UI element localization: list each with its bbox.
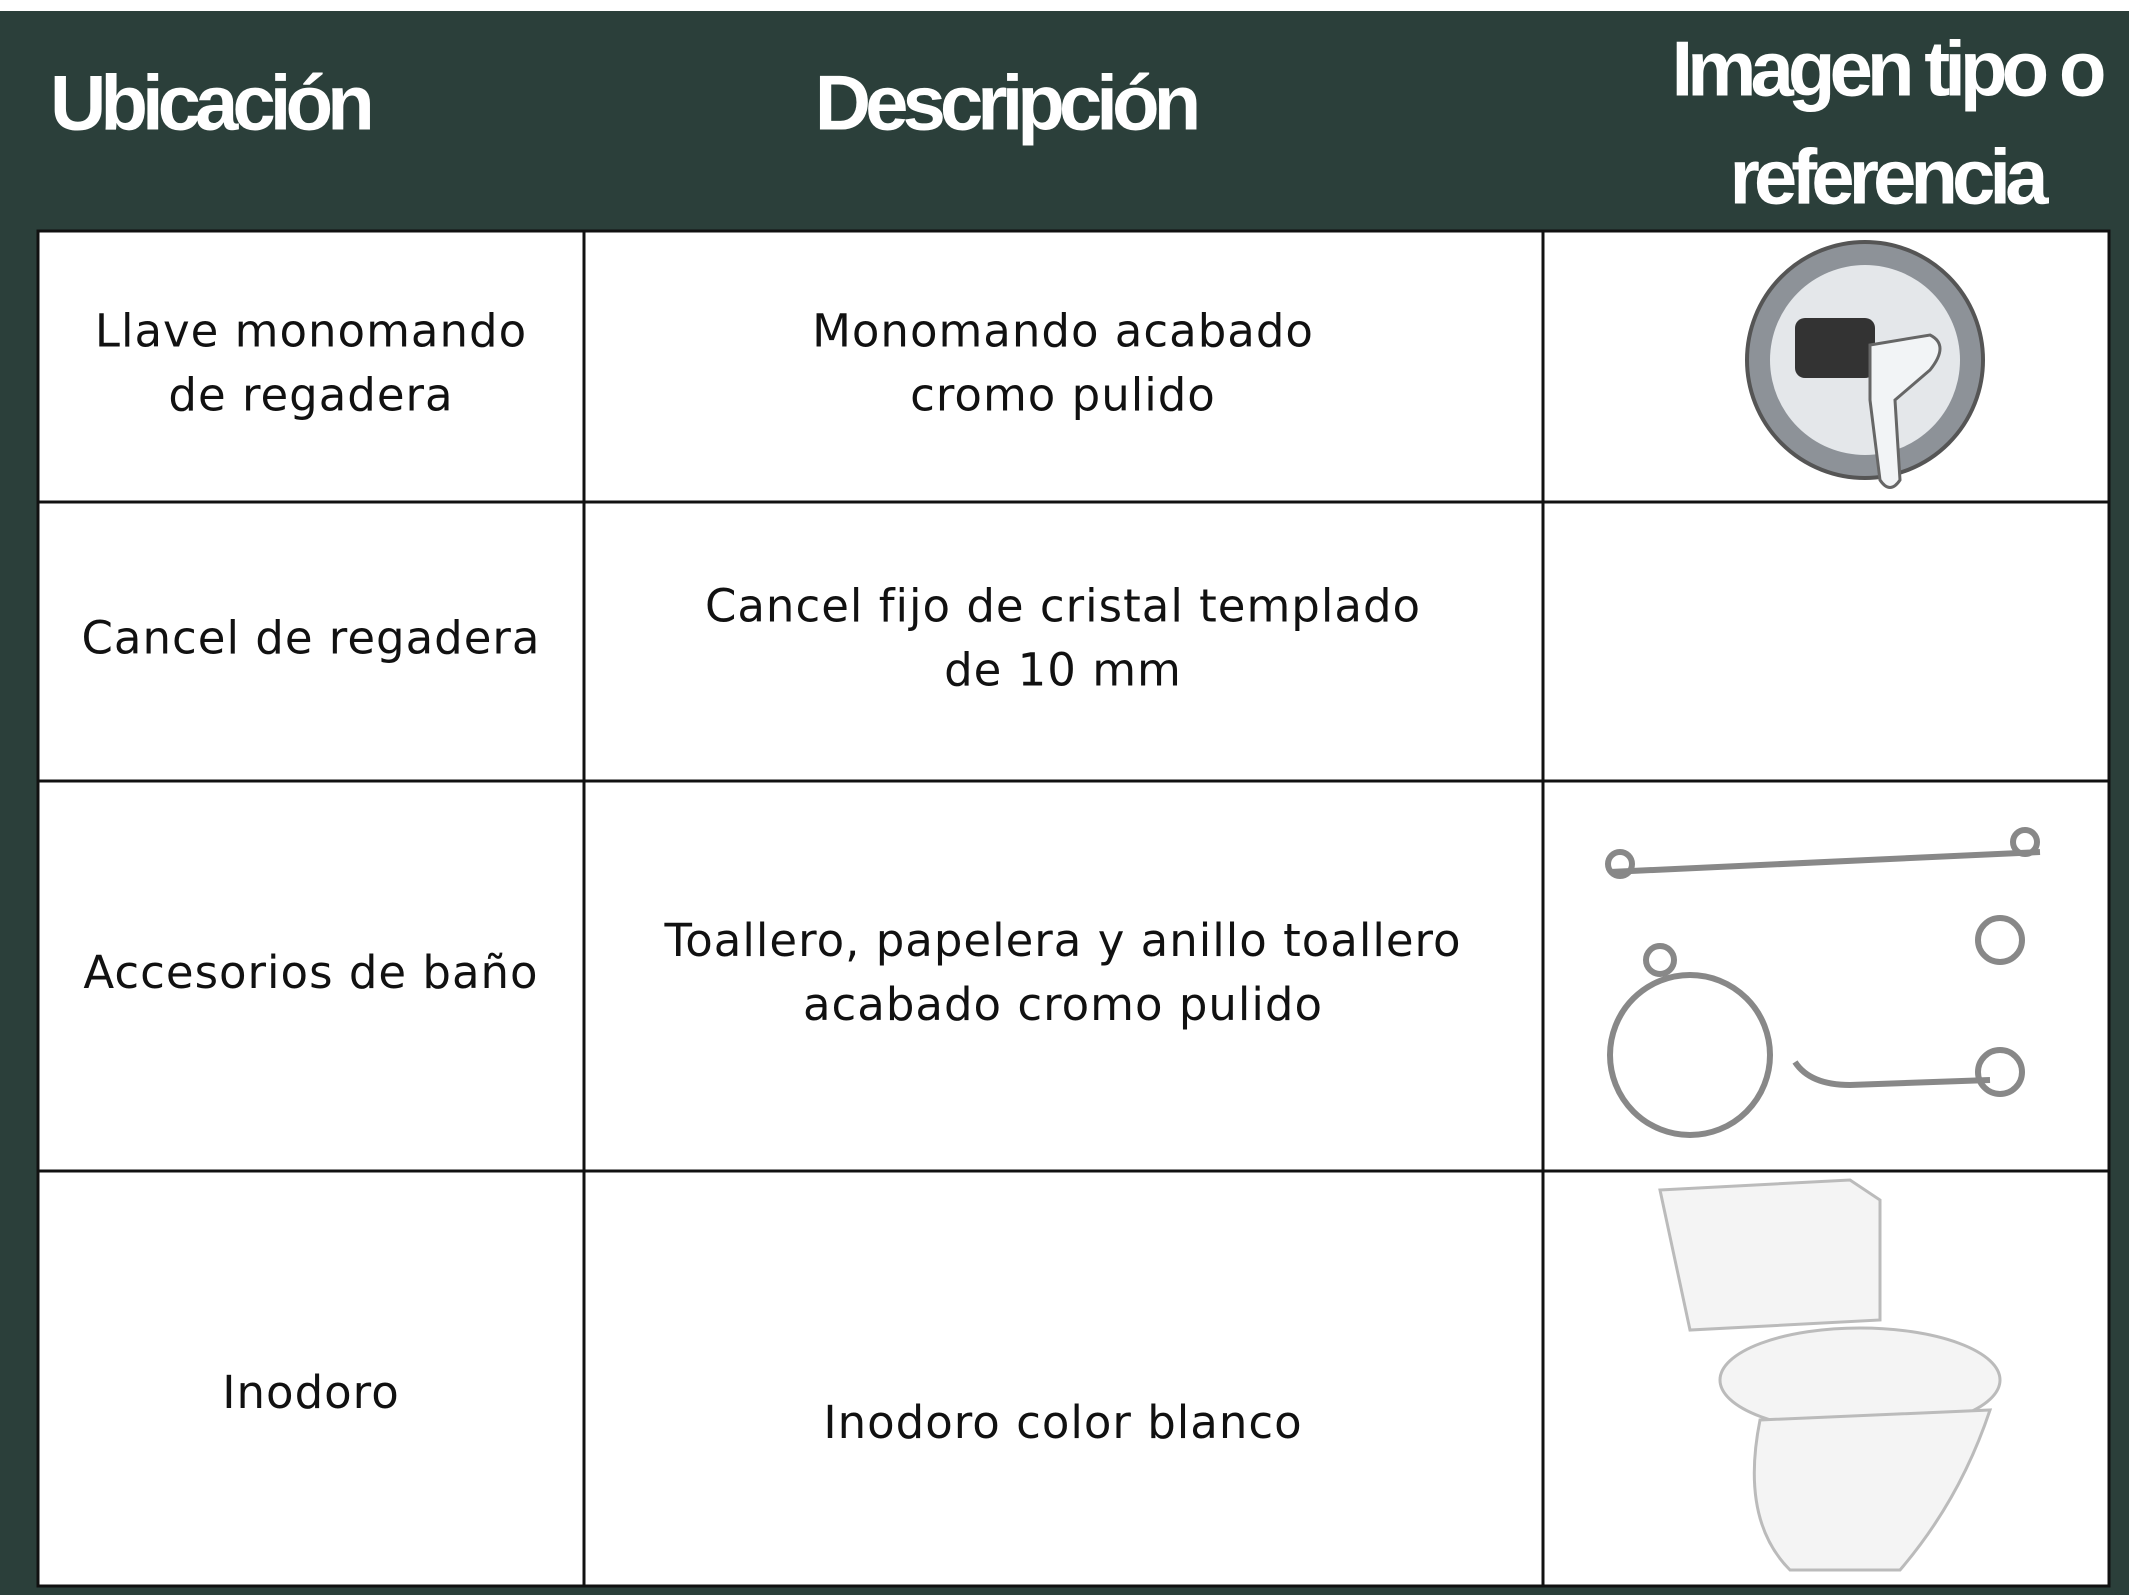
- description-text: Toallero, papelera y anillo toallero: [663, 914, 1461, 967]
- location-text: Inodoro: [222, 1366, 399, 1419]
- accessories-image: [1605, 827, 2041, 1138]
- header-cell: Imagen tipo o: [1672, 25, 2104, 113]
- description-text: Inodoro color blanco: [823, 1396, 1302, 1449]
- faucet-image: [1745, 240, 1985, 489]
- location-text: Llave monomando: [95, 305, 527, 358]
- description-text: de 10 mm: [944, 644, 1182, 697]
- location-text: Accesorios de baño: [83, 946, 538, 999]
- description-text: Cancel fijo de cristal templado: [705, 580, 1421, 633]
- description-text: cromo pulido: [910, 369, 1216, 422]
- location-text: de regadera: [168, 369, 453, 422]
- description-text: acabado cromo pulido: [803, 978, 1323, 1031]
- location-text: Cancel de regadera: [82, 612, 541, 665]
- header-cell: Ubicación: [50, 59, 370, 147]
- toilet-image: [1658, 1178, 2002, 1572]
- description-text: Monomando acabado: [812, 305, 1314, 358]
- header-cell: referencia: [1730, 133, 2050, 221]
- grid: [38, 231, 2109, 1586]
- header-cell: Descripción: [815, 59, 1197, 147]
